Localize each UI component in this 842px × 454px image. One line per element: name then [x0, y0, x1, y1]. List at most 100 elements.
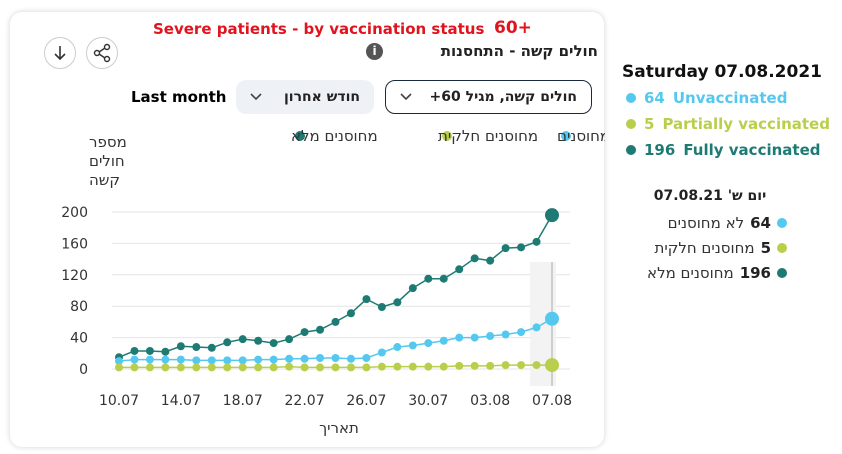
download-icon — [54, 46, 66, 61]
legend-marker — [561, 131, 571, 141]
data-point — [532, 323, 541, 332]
period-select[interactable]: חודש אחרון — [236, 80, 374, 114]
data-point — [176, 363, 185, 372]
chevron — [250, 93, 262, 101]
data-point — [532, 237, 541, 246]
data-point — [238, 335, 247, 344]
x-tick-label: 03.08 — [470, 393, 510, 409]
side-row: 5 Partially vaccinated — [626, 115, 830, 133]
x-tick-label: 26.07 — [346, 393, 386, 409]
data-point — [161, 355, 170, 364]
x-tick-label: 22.07 — [285, 393, 325, 409]
data-point — [517, 361, 526, 370]
tooltip-value: 5 — [760, 239, 771, 257]
data-point — [285, 362, 294, 371]
data-point — [207, 356, 216, 365]
data-point — [424, 339, 433, 348]
data-point — [254, 336, 263, 345]
data-point — [331, 354, 340, 363]
tooltip-label: מחוסנים מלא — [647, 264, 734, 282]
data-point — [486, 332, 495, 341]
data-point — [223, 338, 232, 347]
x-tick-label: 18.07 — [223, 393, 263, 409]
data-point — [269, 363, 278, 372]
data-point — [269, 339, 278, 348]
side-date: Saturday 07.08.2021 — [622, 62, 822, 82]
chevron — [400, 93, 412, 101]
tooltip-row: 196 מחוסנים מלא — [647, 264, 787, 282]
data-point — [207, 363, 216, 372]
data-point — [115, 363, 123, 372]
data-point — [470, 333, 479, 342]
x-tick-label: 14.07 — [161, 393, 201, 409]
tooltip-value: 196 — [739, 264, 771, 282]
x-tick-label: 30.07 — [408, 393, 448, 409]
legend-marker — [295, 131, 305, 141]
share-button[interactable] — [86, 37, 118, 69]
data-point — [254, 355, 263, 364]
data-point — [377, 362, 386, 371]
data-point — [545, 358, 559, 373]
data-point — [408, 284, 417, 293]
data-point — [176, 342, 185, 351]
data-point — [545, 311, 559, 326]
data-point — [362, 295, 371, 304]
data-point — [362, 363, 371, 372]
data-point — [455, 333, 464, 342]
data-point — [161, 347, 170, 356]
legend-marker — [442, 131, 452, 141]
tooltip-marker — [777, 218, 787, 228]
data-point — [238, 363, 247, 372]
data-point — [254, 363, 263, 372]
data-point — [470, 254, 479, 263]
side-marker — [626, 93, 636, 103]
data-point — [439, 274, 448, 283]
chart: לא מחוסנים מחוסנים חלקית מחוסנים מלא מספרחו… — [61, 127, 605, 437]
data-point — [316, 363, 325, 372]
data-point — [439, 336, 448, 345]
data-point — [408, 362, 417, 371]
metric-select[interactable]: חולים קשה, מגיל 60+ — [385, 80, 592, 114]
data-point — [331, 363, 340, 372]
y-axis-title: קשה — [89, 171, 120, 189]
data-point — [130, 363, 139, 372]
side-value: 196 — [644, 141, 676, 159]
data-point — [346, 363, 355, 372]
tooltip-date: יום ש' 07.08.21 — [653, 188, 767, 204]
tooltip-row: 5 מחוסנים חלקית — [654, 239, 787, 257]
data-point — [300, 328, 309, 337]
side-label: Fully vaccinated — [683, 141, 821, 159]
data-point — [393, 343, 402, 352]
data-point — [455, 265, 464, 274]
legend-label: לא מחוסנים — [557, 127, 605, 145]
y-tick-label: 120 — [61, 268, 88, 284]
side-row: 196 Fully vaccinated — [626, 141, 820, 159]
data-point — [238, 356, 247, 365]
data-point — [501, 361, 510, 370]
side-marker — [626, 145, 636, 155]
data-point — [408, 341, 417, 350]
data-point — [393, 362, 402, 371]
x-axis-title: תאריך — [319, 419, 359, 437]
data-point — [192, 356, 201, 365]
data-point — [377, 348, 386, 357]
data-point — [517, 243, 526, 252]
tooltip-label: לא מחוסנים — [667, 214, 745, 232]
title-en: Severe patients - by vaccination status — [153, 20, 485, 38]
tooltip-value: 64 — [750, 214, 771, 232]
info-icon[interactable]: i — [366, 43, 383, 60]
data-point — [331, 317, 340, 326]
y-tick-label: 160 — [61, 236, 88, 252]
x-tick-label: 07.08 — [532, 393, 572, 409]
data-point — [545, 208, 559, 223]
data-point — [362, 354, 371, 363]
data-point — [455, 361, 464, 370]
data-point — [192, 363, 201, 372]
side-row: 64 Unvaccinated — [626, 89, 787, 107]
data-point — [269, 355, 278, 364]
data-point — [316, 325, 325, 334]
y-tick-label: 80 — [70, 299, 88, 315]
period-label: Last month — [131, 88, 227, 106]
data-point — [223, 363, 232, 372]
